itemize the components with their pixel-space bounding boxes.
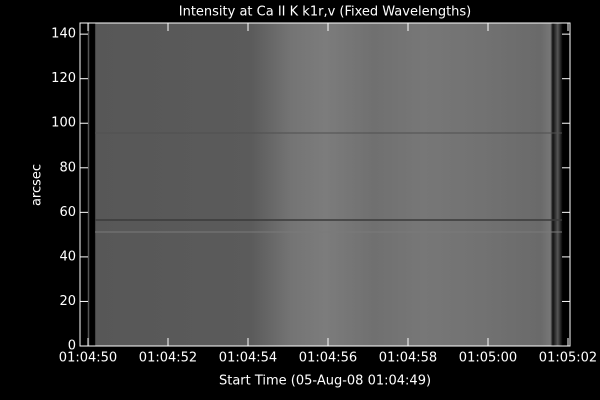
y-tick-label: 80 — [59, 160, 76, 175]
x-tick-label: 01:04:54 — [219, 351, 277, 366]
chart-title: Intensity at Ca II K k1r,v (Fixed Wavele… — [179, 5, 472, 20]
plot-frame — [79, 22, 571, 347]
x-tick-label: 01:04:58 — [379, 351, 437, 366]
x-tick-label: 01:05:02 — [539, 351, 597, 366]
y-tick-label: 60 — [59, 205, 76, 220]
y-tick-label: 20 — [59, 294, 76, 309]
x-axis-label: Start Time (05-Aug-08 01:04:49) — [219, 374, 431, 389]
y-tick-label: 140 — [51, 27, 76, 42]
x-tick-label: 01:05:00 — [459, 351, 517, 366]
y-tick-label: 100 — [51, 116, 76, 131]
y-tick-label: 120 — [51, 71, 76, 86]
y-tick-label: 0 — [68, 339, 76, 354]
intensity-image — [80, 23, 570, 346]
x-tick-label: 01:04:52 — [139, 351, 197, 366]
y-axis-label: arcsec — [30, 164, 45, 206]
x-tick-label: 01:04:56 — [299, 351, 357, 366]
y-tick-label: 40 — [59, 249, 76, 264]
x-tick-label: 01:04:50 — [59, 351, 117, 366]
